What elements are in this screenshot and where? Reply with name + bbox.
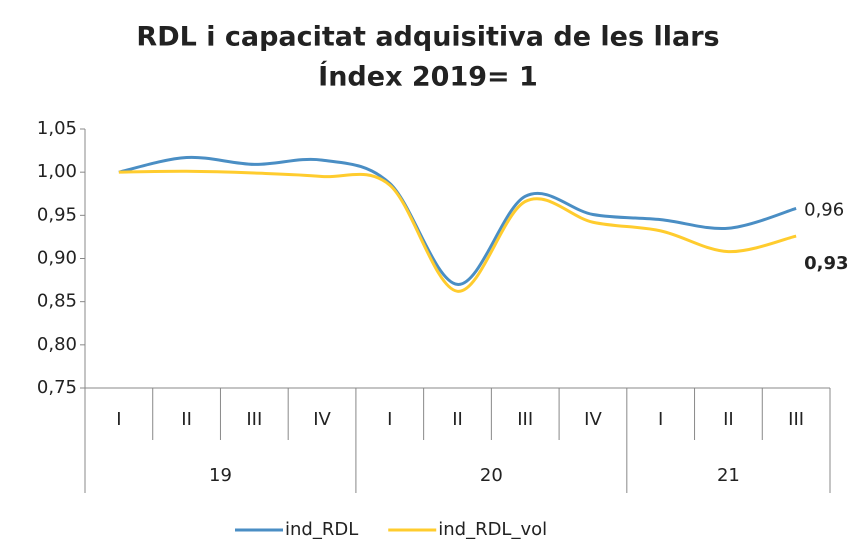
x-tick-label: I: [658, 409, 663, 430]
y-tick-label: 1,05: [37, 118, 77, 139]
x-group-label: 21: [717, 465, 740, 486]
value-label: 0,93: [804, 253, 848, 274]
x-tick-label: II: [452, 409, 463, 430]
x-group-label: 19: [209, 465, 232, 486]
y-tick-label: 1,00: [37, 161, 77, 182]
x-tick-label: III: [788, 409, 804, 430]
x-tick-label: I: [387, 409, 392, 430]
y-tick-label: 0,80: [37, 334, 77, 355]
chart-subtitle: Índex 2019= 1: [318, 61, 538, 93]
x-tick-label: II: [723, 409, 734, 430]
x-tick-label: III: [517, 409, 533, 430]
value-label: 0,96: [804, 199, 844, 220]
x-tick-label: III: [246, 409, 262, 430]
x-tick-label: I: [116, 409, 121, 430]
chart-title: RDL i capacitat adquisitiva de les llars: [136, 22, 719, 53]
y-tick-label: 0,90: [37, 248, 77, 269]
x-tick-label: IV: [313, 409, 331, 430]
x-tick-label: II: [181, 409, 192, 430]
y-tick-label: 0,85: [37, 291, 77, 312]
series-line: [118, 155, 797, 286]
y-tick-label: 0,75: [37, 377, 77, 398]
x-group-label: 20: [480, 465, 503, 486]
legend-label: ind_RDL: [285, 519, 358, 540]
series-line: [118, 169, 797, 293]
y-tick-label: 0,95: [37, 204, 77, 225]
legend-label: ind_RDL_vol: [438, 519, 547, 540]
x-tick-label: IV: [584, 409, 602, 430]
